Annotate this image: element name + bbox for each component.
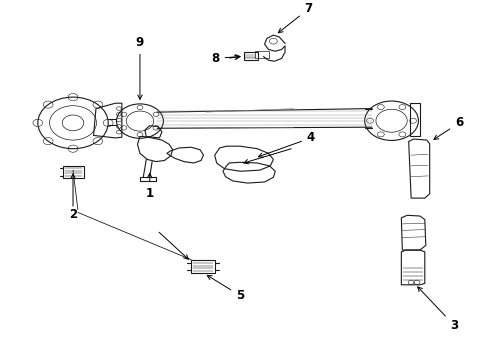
Text: 2: 2 [69,208,77,221]
Text: 8: 8 [211,52,240,65]
Text: 5: 5 [207,275,244,302]
Text: 3: 3 [417,287,458,332]
Text: 1: 1 [146,173,154,200]
Text: 4: 4 [258,131,315,157]
Text: 7: 7 [278,3,313,33]
Text: 6: 6 [434,116,463,139]
Text: 9: 9 [136,36,144,99]
